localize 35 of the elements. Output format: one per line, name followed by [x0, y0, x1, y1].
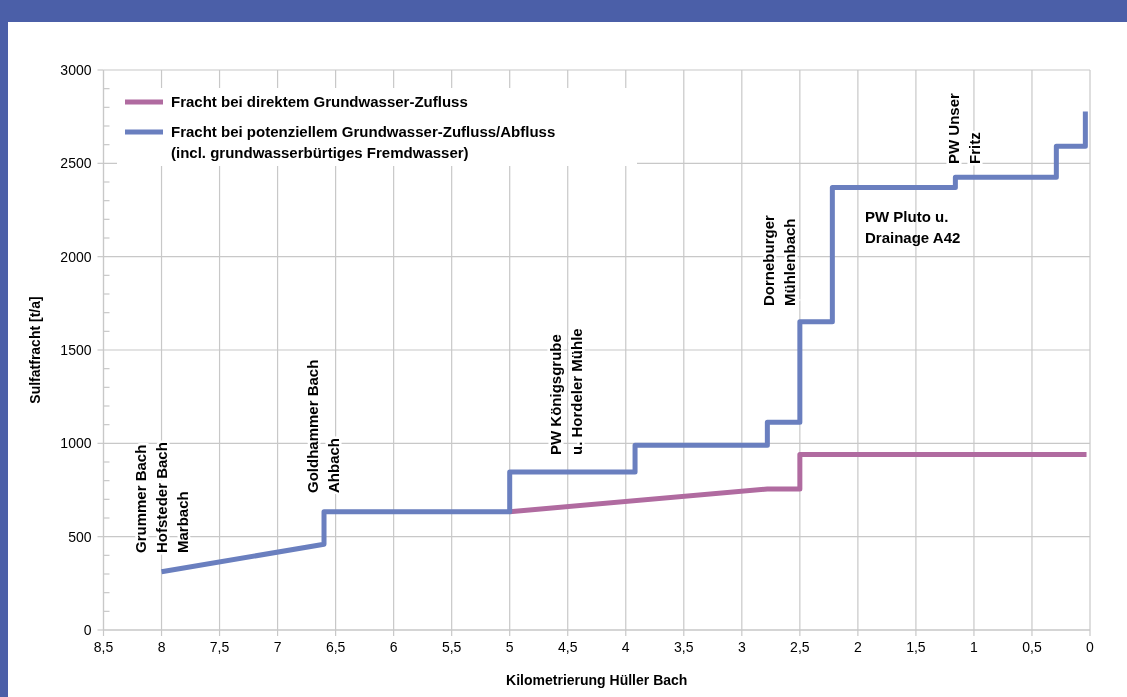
x-tick-label: 0 [1086, 639, 1095, 655]
x-tick-label: 0,5 [1022, 639, 1042, 655]
x-tick-label: 8 [157, 639, 166, 655]
y-tick-label: 1500 [60, 342, 92, 358]
annotation: Goldhammer Bach Ahbach [303, 359, 342, 493]
x-tick-label: 4,5 [558, 639, 578, 655]
y-tick-label: 0 [83, 622, 92, 638]
y-tick-label: 3000 [60, 62, 92, 78]
annotation: PW Königsgrube u. Hordeler Mühle [546, 328, 585, 455]
x-tick-label: 6 [389, 639, 398, 655]
x-tick-label: 2,5 [790, 639, 810, 655]
x-tick-label: 3 [737, 639, 746, 655]
y-tick-label: 1000 [60, 435, 92, 452]
x-tick-label: 3,5 [674, 639, 694, 655]
y-tick-label: 500 [68, 528, 92, 545]
x-tick-label: 5,5 [441, 639, 462, 655]
legend-label: Fracht bei potenziellem Grundwasser-Zufluss/Abfluss (incl. grundwasserbürtiges Fremdwasser) [171, 123, 556, 161]
x-tick-label: 1 [970, 639, 979, 655]
y-tick-label: 2000 [60, 248, 92, 265]
x-tick-label: 4 [621, 639, 630, 655]
annotation: PW Pluto u. Drainage A42 [865, 208, 961, 246]
x-tick-label: 1,5 [906, 639, 926, 655]
annotation: Grummer Bach Hofsteder Bach Marbach [131, 442, 191, 553]
x-tick-label: 6,5 [325, 639, 346, 655]
x-tick-label: 5 [505, 639, 514, 655]
annotation: PW Unser Fritz [945, 92, 983, 164]
x-tick-label: 8,5 [93, 639, 114, 655]
x-tick-label: 2 [853, 639, 862, 655]
annotation: Dorneburger Mühlenbach [759, 215, 798, 306]
x-tick-label: 7 [273, 639, 282, 655]
y-axis-title: Sulfatfracht [t/a] [27, 296, 43, 404]
x-tick-label: 7,5 [209, 639, 230, 655]
x-axis-title: Kilometrierung Hüller Bach [506, 672, 688, 688]
legend-label: Fracht bei direktem Grundwasser-Zufluss [171, 93, 468, 110]
y-tick-label: 2500 [60, 155, 92, 172]
